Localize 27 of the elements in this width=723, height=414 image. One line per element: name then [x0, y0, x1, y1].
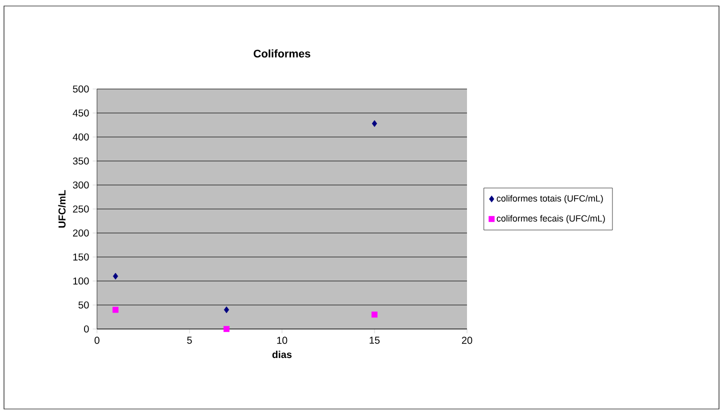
y-tick-label: 450 [72, 109, 89, 117]
y-tick-label: 200 [73, 229, 89, 237]
y-tick-label: 500 [72, 85, 89, 93]
legend-label: coliformes fecais (UFC/mL) [496, 214, 605, 224]
x-axis-title: dias [272, 350, 292, 358]
x-tick-label: 0 [94, 336, 100, 344]
y-tick-label: 250 [73, 205, 89, 213]
y-tick-label: 150 [73, 253, 89, 261]
legend-label: coliformes totais (UFC/mL) [496, 194, 603, 204]
x-tick-label: 5 [187, 336, 192, 344]
y-tick-label: 50 [78, 301, 89, 309]
y-tick-label: 0 [84, 325, 89, 333]
point [224, 326, 230, 332]
y-tick-label: 400 [72, 133, 89, 141]
point [112, 272, 118, 280]
point [372, 312, 378, 318]
chart-title: Coliformes [254, 49, 310, 58]
point [372, 120, 378, 127]
x-tick-label: 15 [370, 336, 380, 344]
y-tick-label: 350 [72, 157, 89, 165]
y-tick-label: 300 [72, 181, 89, 189]
y-tick-label: 100 [73, 277, 89, 285]
point [224, 306, 230, 314]
x-tick-label: 10 [277, 336, 288, 344]
x-tick-label: 20 [462, 336, 472, 344]
y-axis-title: UFC/mL [58, 190, 66, 228]
point [112, 306, 118, 313]
